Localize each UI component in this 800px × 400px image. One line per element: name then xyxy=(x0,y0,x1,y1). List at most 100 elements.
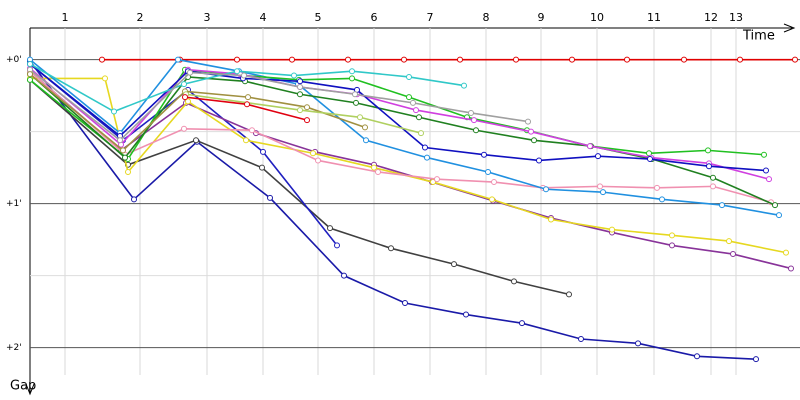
data-point xyxy=(569,56,575,63)
data-point xyxy=(418,130,424,137)
data-point xyxy=(737,56,743,63)
data-point xyxy=(566,291,572,298)
data-point xyxy=(327,225,333,232)
series-line xyxy=(29,73,366,152)
data-point xyxy=(345,56,351,63)
data-point xyxy=(363,137,369,144)
data-point xyxy=(175,56,181,63)
data-point xyxy=(468,109,474,116)
data-point xyxy=(362,124,368,131)
data-point xyxy=(297,78,303,85)
data-point xyxy=(120,147,126,154)
x-tick-label: 8 xyxy=(483,11,490,24)
data-point xyxy=(388,245,394,252)
x-tick-label: 12 xyxy=(704,11,718,24)
data-point xyxy=(595,153,601,160)
x-tick-label: 3 xyxy=(204,11,211,24)
x-tick-label: 5 xyxy=(315,11,322,24)
data-point xyxy=(406,94,412,101)
data-point xyxy=(694,353,700,360)
data-point xyxy=(519,320,525,327)
data-point xyxy=(413,107,419,114)
data-point xyxy=(669,242,675,249)
data-point xyxy=(587,143,593,150)
data-point xyxy=(27,60,33,67)
data-point xyxy=(434,176,440,183)
data-point xyxy=(609,226,615,233)
data-point xyxy=(245,94,251,101)
data-point xyxy=(402,300,408,307)
data-point xyxy=(511,278,517,285)
data-point xyxy=(792,56,798,63)
data-point xyxy=(681,56,687,63)
x-axis-label: Time xyxy=(742,29,775,44)
data-point xyxy=(710,174,716,181)
data-point xyxy=(410,99,416,106)
data-point xyxy=(111,108,117,115)
data-point xyxy=(531,137,537,144)
data-point xyxy=(243,137,249,144)
data-point xyxy=(125,168,131,175)
x-tick-label: 11 xyxy=(647,11,661,24)
series-line xyxy=(185,93,422,134)
data-point xyxy=(422,144,428,151)
data-point xyxy=(659,196,665,203)
x-tick-label: 1 xyxy=(62,11,69,24)
data-point xyxy=(353,99,359,106)
x-tick-label: 6 xyxy=(371,11,378,24)
data-point xyxy=(122,154,128,161)
data-point xyxy=(481,151,487,158)
data-point xyxy=(182,94,188,101)
x-tick-label: 4 xyxy=(260,11,267,24)
data-point xyxy=(753,356,759,363)
data-point xyxy=(297,91,303,98)
data-point xyxy=(730,251,736,258)
data-point xyxy=(181,125,187,132)
data-point xyxy=(310,150,316,157)
data-point xyxy=(371,164,377,171)
y-axis-arrow xyxy=(25,383,35,396)
data-point xyxy=(304,104,310,111)
data-point xyxy=(244,101,250,108)
y-tick-label: +2' xyxy=(6,343,22,353)
data-point xyxy=(375,168,381,175)
y-tick-label: +1' xyxy=(6,199,22,209)
x-tick-label: 10 xyxy=(590,11,604,24)
data-point xyxy=(473,127,479,134)
data-point xyxy=(654,184,660,191)
data-point xyxy=(289,56,295,63)
data-point xyxy=(131,196,137,203)
data-point xyxy=(766,176,772,183)
data-point xyxy=(259,164,265,171)
data-point xyxy=(706,163,712,170)
data-point xyxy=(102,75,108,82)
data-point xyxy=(406,73,412,80)
data-point xyxy=(763,167,769,174)
data-point xyxy=(357,114,363,121)
data-point xyxy=(491,179,497,186)
data-point xyxy=(669,232,675,239)
data-point xyxy=(513,56,519,63)
data-point xyxy=(543,186,549,193)
data-point xyxy=(260,148,266,155)
x-tick-label: 9 xyxy=(538,11,545,24)
series-line xyxy=(29,73,776,206)
series-line xyxy=(29,70,792,270)
data-point xyxy=(267,194,273,201)
data-point xyxy=(27,71,33,78)
data-point xyxy=(315,157,321,164)
data-point xyxy=(647,156,653,163)
x-tick-label: 2 xyxy=(137,11,144,24)
data-point xyxy=(352,91,358,98)
data-point xyxy=(489,196,495,203)
data-point xyxy=(401,56,407,63)
data-point xyxy=(788,265,794,272)
data-point xyxy=(461,82,467,89)
data-point xyxy=(234,68,240,75)
data-point xyxy=(525,118,531,125)
data-point xyxy=(117,137,123,144)
data-point xyxy=(187,69,193,76)
data-point xyxy=(297,107,303,114)
x-axis-arrow xyxy=(783,23,796,33)
